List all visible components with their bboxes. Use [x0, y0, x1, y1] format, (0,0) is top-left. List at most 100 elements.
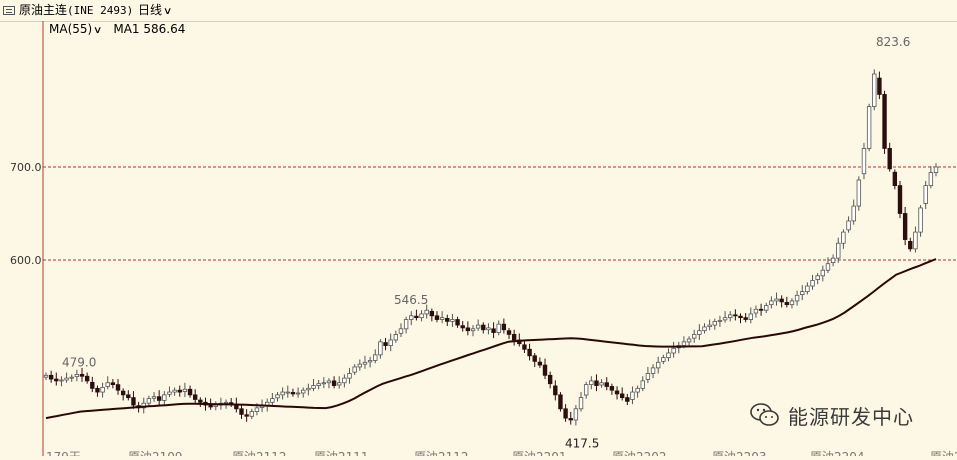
candle-body: [794, 294, 800, 302]
candle-body: [465, 327, 471, 332]
candle-body: [599, 382, 604, 386]
ma-selector[interactable]: MA(55)∨: [49, 22, 103, 36]
period-label: 日线: [138, 3, 163, 17]
candle-body: [614, 390, 620, 395]
candle-body: [306, 387, 311, 391]
candle-body: [748, 313, 753, 320]
candle-body: [254, 407, 260, 412]
candle-body: [578, 397, 584, 410]
candlestick-chart[interactable]: 600.0 700.0 479.0 546.5 417.5 823.6 179天 原油2109…: [0, 21, 957, 460]
candle-body: [573, 408, 579, 421]
x-axis-label: 原油2205: [930, 450, 957, 456]
candle-body: [542, 364, 548, 376]
candle-body: [74, 373, 80, 378]
candle-body: [167, 391, 172, 395]
candle-body: [54, 378, 59, 382]
candle-body: [419, 313, 424, 319]
chart-area[interactable]: 600.0 700.0 479.0 546.5 417.5 823.6 179天 原油2109…: [0, 21, 957, 460]
symbol-title: 原油主连(INE 2493): [19, 0, 133, 21]
menu-icon[interactable]: [3, 6, 15, 15]
candle-body: [583, 384, 589, 396]
candle-body: [764, 305, 769, 311]
candle-body: [244, 414, 249, 417]
candle-body: [223, 401, 229, 404]
candle-body: [728, 314, 733, 319]
candle-body: [105, 382, 110, 387]
candle-body: [913, 231, 918, 250]
candle-body: [547, 374, 553, 385]
candle-body: [928, 172, 934, 187]
price-annotation: 823.6: [876, 35, 910, 49]
ma-line: [45, 258, 937, 420]
candle-body: [146, 398, 152, 404]
x-axis-label: 原油2204: [810, 450, 865, 456]
x-axis-label: 原油2201: [512, 450, 567, 456]
candle-body: [655, 361, 661, 369]
candle-body: [151, 396, 157, 399]
candle-body: [43, 374, 49, 378]
candle-body: [182, 388, 188, 392]
candle-body: [594, 380, 599, 386]
candle-body: [805, 285, 810, 293]
watermark-text: 能源研发中心: [788, 404, 914, 429]
candle-body: [820, 269, 826, 277]
candle-body: [779, 298, 784, 303]
candle-body: [866, 106, 872, 149]
candle-body: [810, 280, 815, 287]
candle-body: [347, 373, 352, 379]
candle-body: [933, 166, 939, 173]
candle-body: [568, 418, 573, 421]
candle-body: [475, 324, 481, 329]
candle-body: [131, 397, 136, 406]
candle-body: [213, 404, 218, 407]
candle-body: [337, 382, 342, 386]
x-axis-label: 原油2202: [612, 450, 667, 456]
watermark: 能源研发中心: [750, 398, 914, 432]
price-annotation: 479.0: [62, 356, 96, 370]
candle-body: [769, 300, 774, 306]
candle-body: [784, 302, 790, 306]
period-selector[interactable]: 日线∨: [138, 0, 172, 22]
chevron-down-icon: ∨: [93, 25, 103, 36]
candle-body: [604, 382, 609, 387]
candle-body: [285, 391, 290, 394]
price-annotation: 546.5: [394, 293, 428, 307]
candle-body: [697, 330, 702, 335]
candle-body: [830, 257, 836, 264]
candle-body: [352, 366, 357, 373]
candle-body: [414, 315, 419, 319]
candle-body: [753, 308, 759, 314]
candle-body: [743, 317, 748, 320]
y-tick-label: 600.0: [10, 254, 42, 267]
candle-body: [650, 367, 656, 374]
candle-body: [331, 380, 337, 386]
candle-body: [625, 397, 630, 402]
candle-body: [836, 242, 841, 259]
ma-selector-label: MA(55): [49, 22, 93, 36]
candle-body: [635, 387, 640, 393]
candle-body: [275, 394, 280, 399]
candle-body: [496, 323, 501, 333]
candle-body: [897, 185, 903, 214]
candle-body: [460, 325, 465, 329]
candle-body: [537, 361, 543, 366]
candle-body: [383, 342, 388, 346]
candle-body: [95, 387, 100, 393]
candle-body: [501, 323, 507, 331]
candle-body: [815, 275, 820, 280]
candle-body: [470, 328, 476, 332]
candle-body: [789, 300, 795, 306]
candle-body: [393, 333, 399, 341]
candle-body: [455, 319, 460, 326]
candle-body: [326, 380, 332, 384]
candle-body: [877, 77, 882, 95]
chart-header: 原油主连(INE 2493) 日线∨: [0, 0, 957, 22]
candle-body: [486, 327, 491, 331]
candle-body: [856, 179, 862, 207]
candle-body: [64, 377, 69, 381]
candle-body: [48, 374, 54, 380]
candle-body: [270, 398, 275, 403]
ma-label: MA1: [113, 22, 140, 36]
candle-body: [619, 393, 625, 399]
candle-body: [589, 380, 594, 386]
